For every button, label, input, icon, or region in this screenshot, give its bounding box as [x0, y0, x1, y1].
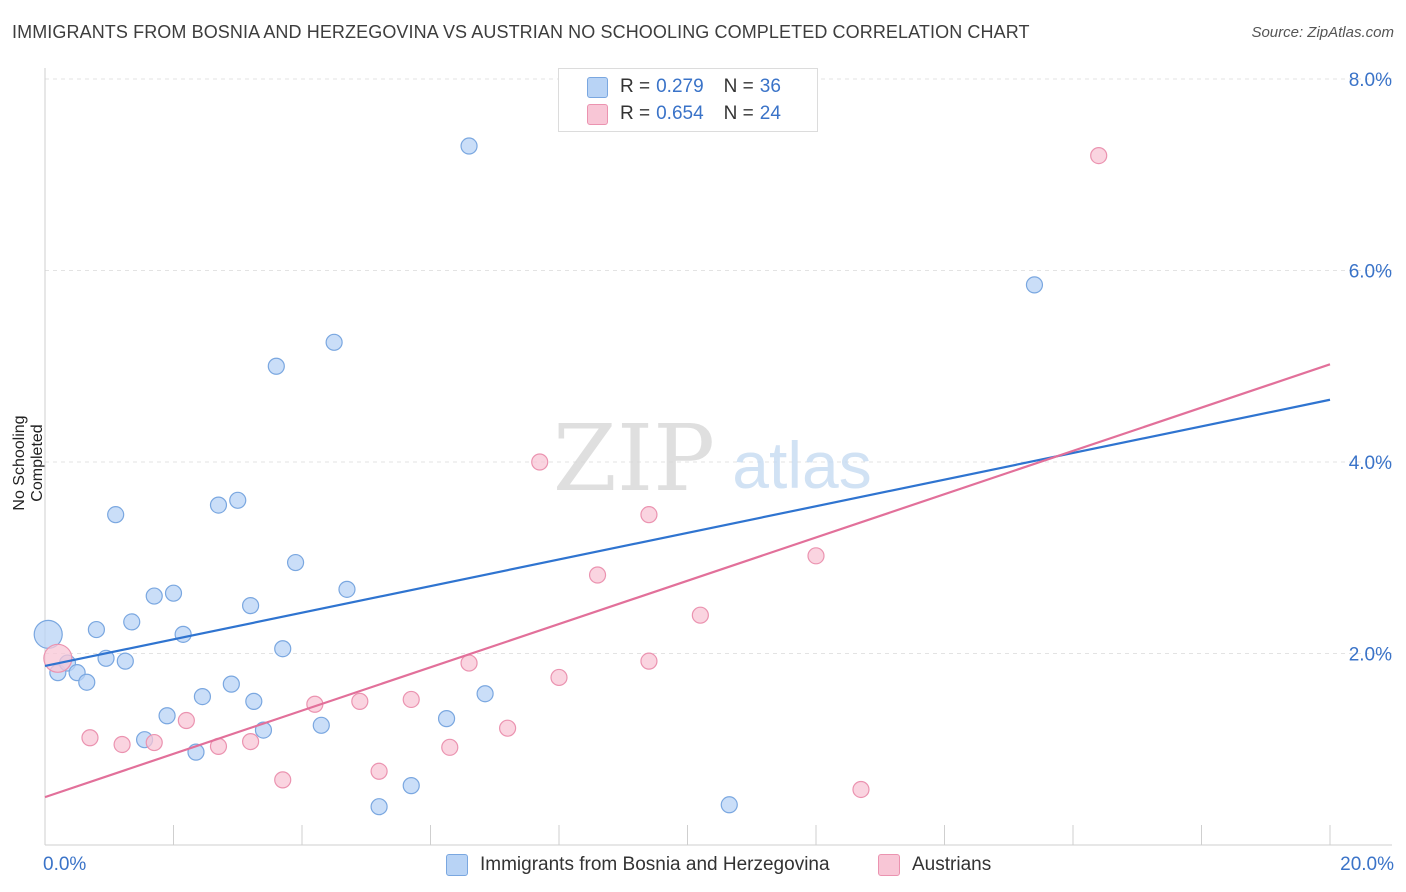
legend-r-value: 0.654 — [656, 103, 704, 124]
point-austrians — [441, 738, 459, 756]
axes — [44, 68, 1392, 846]
point-austrians — [145, 733, 163, 752]
point-austrians — [531, 453, 549, 471]
legend-r-label: R = — [620, 76, 651, 97]
bottom-legend-label-austrians: Austrians — [912, 854, 992, 875]
point-austrians — [402, 690, 420, 709]
point-austrians — [807, 547, 825, 565]
point-bosnia — [116, 652, 134, 670]
point-austrians — [550, 668, 568, 687]
point-bosnia — [245, 692, 263, 710]
point-bosnia — [209, 496, 228, 514]
point-bosnia — [174, 625, 192, 643]
point-bosnia — [229, 491, 247, 509]
bottom-legend-label-bosnia: Immigrants from Bosnia and Herzegovina — [480, 854, 830, 875]
legend-n-label: N = — [723, 103, 754, 124]
legend-swatch-pink — [587, 103, 608, 125]
point-bosnia — [338, 580, 356, 598]
point-bosnia — [720, 796, 738, 814]
point-bosnia — [78, 673, 96, 691]
tick-labels: 2.0% 4.0% 6.0% 8.0% 0.0% 20.0% — [43, 70, 1394, 875]
point-austrians — [43, 643, 73, 673]
point-bosnia — [402, 777, 420, 795]
point-bosnia — [164, 584, 183, 602]
y-tick-label: 8.0% — [1349, 70, 1392, 91]
chart-title: IMMIGRANTS FROM BOSNIA AND HERZEGOVINA V… — [12, 22, 1030, 42]
gridlines — [45, 78, 1392, 654]
bottom-legend-bosnia: Immigrants from Bosnia and Herzegovina — [446, 852, 830, 878]
trend-lines — [44, 363, 1331, 799]
y-tick-label: 4.0% — [1349, 453, 1392, 474]
point-austrians — [113, 735, 131, 754]
point-bosnia — [437, 710, 456, 728]
point-bosnia — [312, 716, 330, 734]
bottom-legend-swatch-pink — [878, 854, 900, 876]
data-points — [33, 137, 1108, 816]
source-credit: Source: ZipAtlas.com — [1251, 24, 1394, 41]
point-bosnia — [274, 640, 292, 658]
point-bosnia — [123, 613, 141, 631]
point-bosnia — [193, 687, 212, 706]
y-tick-label: 2.0% — [1349, 645, 1392, 666]
point-austrians — [460, 654, 478, 672]
bottom-legend-austrians: Austrians — [878, 852, 991, 878]
point-austrians — [274, 771, 292, 789]
legend-r-value: 0.279 — [656, 76, 704, 97]
point-austrians — [640, 652, 658, 670]
point-bosnia — [325, 333, 343, 351]
point-austrians — [691, 606, 709, 624]
legend-r-label: R = — [620, 103, 651, 124]
x-tick-label: 20.0% — [1340, 854, 1394, 875]
point-austrians — [81, 729, 99, 747]
bottom-legend-swatch-blue — [446, 854, 468, 876]
y-tick-label: 6.0% — [1349, 262, 1392, 283]
point-austrians — [588, 566, 607, 584]
point-bosnia — [242, 597, 260, 615]
trend-line-austrians — [44, 363, 1331, 799]
point-bosnia — [254, 721, 273, 739]
point-austrians — [499, 719, 517, 737]
correlation-legend: R = 0.279 N = 36 R = 0.654 N = 24 — [558, 68, 818, 132]
legend-n-label: N = — [723, 76, 754, 97]
point-bosnia — [267, 357, 285, 375]
legend-row-austrians: R = 0.654 N = 24 — [587, 101, 781, 127]
point-bosnia — [1025, 276, 1044, 294]
point-austrians — [177, 711, 195, 730]
point-austrians — [370, 762, 388, 780]
point-bosnia — [222, 675, 240, 693]
legend-n-value: 36 — [759, 76, 781, 97]
legend-row-bosnia: R = 0.279 N = 36 — [587, 74, 781, 100]
point-bosnia — [286, 553, 305, 572]
point-bosnia — [158, 707, 176, 725]
watermark: ZIP atlas — [553, 405, 872, 512]
trend-line-bosnia — [44, 398, 1331, 668]
point-bosnia — [460, 137, 478, 155]
watermark-atlas: atlas — [732, 428, 871, 502]
point-austrians — [1090, 147, 1108, 165]
point-austrians — [852, 780, 870, 799]
point-austrians — [640, 506, 658, 524]
point-bosnia — [145, 587, 163, 605]
watermark-zip: ZIP — [553, 405, 715, 512]
legend-swatch-blue — [587, 76, 608, 98]
point-bosnia — [87, 620, 106, 639]
point-austrians — [242, 732, 260, 751]
point-bosnia — [107, 506, 125, 524]
point-austrians — [351, 692, 369, 710]
point-bosnia — [476, 685, 494, 703]
legend-n-value: 24 — [759, 103, 781, 124]
point-bosnia — [370, 798, 388, 816]
x-tick-label: 0.0% — [43, 854, 86, 875]
